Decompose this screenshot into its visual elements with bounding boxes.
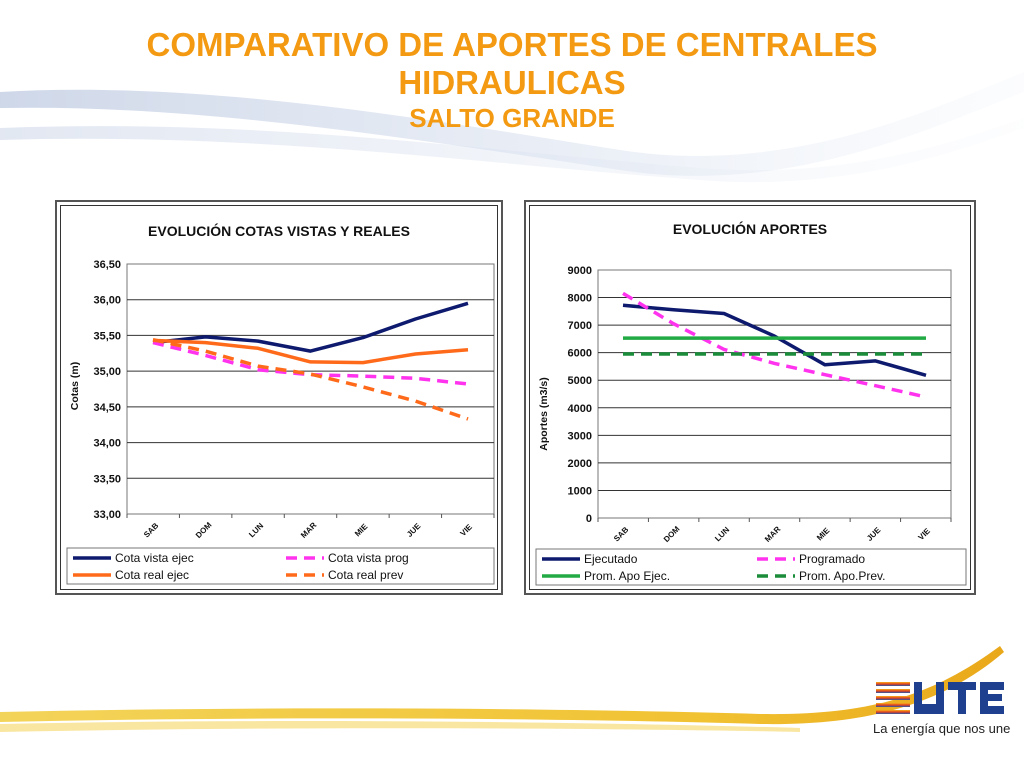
aportes-chart: EVOLUCIÓN APORTES Aportes (m3/s) 9000 800… [535,220,967,586]
y-tick-label: 4000 [568,403,592,415]
y-tick-label: 3000 [568,430,592,442]
x-tick-label: DOM [662,524,682,544]
y-tick-label: 33,50 [93,473,121,485]
y-tick-label: 36,00 [93,295,121,307]
cotas-chart: EVOLUCIÓN COTAS VISTAS Y REALES Cotas (m… [66,222,495,585]
legend-label: Ejecutado [584,552,638,566]
series-line [152,301,469,353]
legend-label: Prom. Apo Ejec. [584,569,670,583]
x-tick-label: SAB [612,525,630,543]
y-tick-label: 0 [586,513,592,525]
legend-label: Prom. Apo.Prev. [799,569,885,583]
legend-label: Programado [799,552,865,566]
chart-title: EVOLUCIÓN COTAS VISTAS Y REALES [148,222,410,239]
logo-tagline: La energía que nos une [873,721,1011,736]
x-tick-label: SAB [142,521,160,539]
legend-box [66,547,495,585]
x-tick-label: MIE [815,526,832,543]
title-line-2: HIDRAULICAS [398,64,626,101]
plot-area [597,269,952,519]
x-tick-label: JUE [865,525,883,543]
y-tick-label: 1000 [568,485,592,497]
x-tick-label: VIE [916,526,932,542]
plot-area [126,263,495,515]
series-line [622,291,927,399]
x-tick-label: MAR [299,520,318,539]
y-tick-label: 2000 [568,458,592,470]
cotas-chart-frame: EVOLUCIÓN COTAS VISTAS Y REALES Cotas (m… [55,200,503,595]
y-tick-label: 5000 [568,375,592,387]
y-tick-label: 33,00 [93,509,121,521]
chart-title: EVOLUCIÓN APORTES [673,220,827,237]
y-tick-label: 35,00 [93,366,121,378]
x-tick-label: LUN [247,521,265,539]
series-line [152,340,469,386]
series-line [152,338,469,365]
page-title: COMPARATIVO DE APORTES DE CENTRALES HIDR… [0,26,1024,134]
y-tick-label: 34,00 [93,438,121,450]
title-line-3: SALTO GRANDE [409,103,615,133]
x-tick-label: JUE [405,521,423,539]
y-tick-label: 35,50 [93,330,121,342]
y-tick-label: 34,50 [93,402,121,414]
y-tick-label: 6000 [568,348,592,360]
y-axis-label: Cotas (m) [69,362,81,410]
legend-label: Cota vista prog [328,551,409,565]
legend-box [535,548,967,586]
y-tick-label: 36,50 [93,259,121,271]
legend-label: Cota real ejec [115,568,189,582]
y-tick-label: 9000 [568,265,592,277]
y-tick-label: 8000 [568,293,592,305]
y-tick-label: 7000 [568,320,592,332]
ute-logo [876,682,1004,714]
series-line [622,303,927,377]
x-tick-label: VIE [458,522,474,538]
x-tick-label: DOM [194,520,214,540]
title-line-1: COMPARATIVO DE APORTES DE CENTRALES [146,26,878,63]
x-tick-label: MIE [353,522,370,539]
legend-label: Cota real prev [328,568,403,582]
legend-label: Cota vista ejec [115,551,194,565]
aportes-chart-frame: EVOLUCIÓN APORTES Aportes (m3/s) 9000 800… [524,200,976,595]
y-axis-label: Aportes (m3/s) [538,377,550,451]
x-tick-label: MAR [763,524,782,543]
x-tick-label: LUN [713,525,731,543]
